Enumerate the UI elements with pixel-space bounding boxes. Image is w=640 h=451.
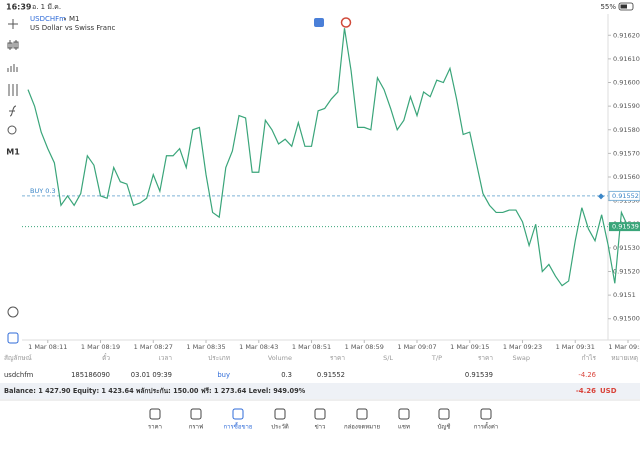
- tab-label[interactable]: ประวัติ: [271, 424, 289, 431]
- buy-price: 0.91552: [612, 192, 639, 200]
- y-tick-label: 0.91580: [613, 126, 640, 134]
- table-header: T/P: [431, 354, 442, 362]
- tab-label[interactable]: กราฟ: [189, 424, 203, 431]
- y-tick-label: 0.91530: [613, 244, 640, 252]
- symbol-description: US Dollar vs Swiss Franc: [30, 24, 116, 32]
- table-header: เวลา: [158, 354, 172, 362]
- x-tick-label: 1 Mar 09:39: [608, 343, 640, 351]
- table-cell: -4.26: [578, 371, 596, 379]
- y-tick-label: 0.91590: [613, 102, 640, 110]
- buy-price-tag: [608, 190, 640, 201]
- tab-icon[interactable]: [314, 408, 326, 420]
- x-tick-label: 1 Mar 08:11: [28, 343, 67, 351]
- summary-bar: [0, 383, 640, 399]
- symbol: USDCHFm: [30, 15, 66, 23]
- tab-label[interactable]: ข่าว: [315, 424, 326, 431]
- y-tick-label: 0.91560: [613, 173, 640, 181]
- status-time: 16:39: [6, 3, 32, 12]
- tab-label[interactable]: กล่องจดหมาย: [344, 424, 380, 431]
- x-tick-label: 1 Mar 08:43: [239, 343, 278, 351]
- candles-icon[interactable]: [7, 40, 19, 50]
- function-icon[interactable]: [9, 105, 17, 117]
- objects-icon[interactable]: [7, 125, 17, 135]
- status-date: อ. 1 มี.ค.: [32, 3, 61, 11]
- tab-label[interactable]: ราคา: [148, 424, 162, 431]
- settings-icon[interactable]: [8, 84, 18, 96]
- table-cell: 0.3: [281, 371, 292, 379]
- table-header: หมายเหตุ: [611, 354, 638, 362]
- y-tick-label: 0.91610: [613, 55, 640, 63]
- x-tick-label: 1 Mar 09:23: [503, 343, 542, 351]
- sync-icon[interactable]: [340, 17, 352, 28]
- one-click-icon[interactable]: [314, 18, 324, 27]
- timeframe-button[interactable]: M1: [6, 148, 20, 157]
- price-line: [27, 28, 629, 287]
- table-cell: 185186090: [71, 371, 110, 379]
- table-cell: 03.01 09:39: [131, 371, 172, 379]
- tab-icon[interactable]: [480, 408, 492, 420]
- table-header: S/L: [383, 354, 393, 362]
- tab-icon[interactable]: [398, 408, 410, 420]
- tab-icon[interactable]: [190, 408, 202, 420]
- crosshair-icon[interactable]: [8, 19, 18, 29]
- positions-table: [0, 350, 640, 382]
- x-tick-label: 1 Mar 08:59: [345, 343, 384, 351]
- x-tick-label: 1 Mar 08:51: [292, 343, 331, 351]
- buy-label: BUY 0.3: [30, 187, 56, 195]
- table-cell: usdchfm: [4, 371, 34, 379]
- battery-icon: [618, 2, 634, 11]
- account-summary: Balance: 1 427.90 Equity: 1 423.64 พลักป…: [4, 387, 306, 395]
- toolbar: [7, 19, 19, 344]
- currency: USD: [600, 387, 617, 395]
- table-cell: 0.91552: [317, 371, 345, 379]
- separator-dot: [64, 18, 66, 20]
- table-header: ราคา: [330, 354, 345, 362]
- total-profit: -4.26: [576, 387, 596, 395]
- y-tick-label: 0.91500: [613, 315, 640, 323]
- tab-label[interactable]: บัญชี: [438, 423, 451, 431]
- tab-label[interactable]: การซื้อขาย: [224, 421, 253, 431]
- bid-price: 0.91539: [612, 223, 639, 231]
- y-tick-label: 0.91520: [613, 267, 640, 275]
- tab-icon[interactable]: [438, 408, 450, 420]
- tab-icon[interactable]: [356, 408, 368, 420]
- x-tick-label: 1 Mar 08:19: [81, 343, 120, 351]
- tab-icon[interactable]: [274, 408, 286, 420]
- tab-icon[interactable]: [149, 408, 161, 420]
- x-tick-label: 1 Mar 08:35: [186, 343, 225, 351]
- table-cell: 0.91539: [465, 371, 493, 379]
- table-cell: buy: [217, 371, 230, 379]
- x-tick-label: 1 Mar 09:31: [556, 343, 595, 351]
- buy-marker: [598, 193, 604, 200]
- y-tick-label: 0.91620: [613, 31, 640, 39]
- bid-price-tag: [609, 222, 640, 232]
- x-tick-label: 1 Mar 09:07: [397, 343, 436, 351]
- x-tick-label: 1 Mar 08:27: [134, 343, 173, 351]
- y-tick-label: 0.9151: [613, 291, 636, 299]
- table-header: ตั๋ว: [102, 353, 110, 362]
- y-tick-label: 0.91570: [613, 149, 640, 157]
- tab-label[interactable]: แชท: [398, 424, 410, 431]
- trade-icon[interactable]: [7, 332, 19, 344]
- symbol-timeframe: M1: [69, 15, 80, 23]
- table-header: Volume: [268, 354, 292, 362]
- tab-label[interactable]: การตั้งค่า: [474, 421, 498, 431]
- tab-icon[interactable]: [232, 408, 244, 420]
- table-header: กำไร: [582, 354, 597, 362]
- battery-level: [620, 4, 627, 9]
- table-header: สัญลักษณ์: [4, 354, 32, 362]
- indicator-icon[interactable]: [7, 64, 18, 72]
- x-tick-label: 1 Mar 09:15: [450, 343, 489, 351]
- table-header: ราคา: [478, 354, 493, 362]
- zoom-icon[interactable]: [7, 306, 19, 318]
- table-header: ประเภท: [208, 354, 230, 362]
- y-tick-label: 0.91600: [613, 79, 640, 87]
- table-header: Swap: [512, 354, 530, 362]
- status-battery: 55%: [600, 3, 616, 11]
